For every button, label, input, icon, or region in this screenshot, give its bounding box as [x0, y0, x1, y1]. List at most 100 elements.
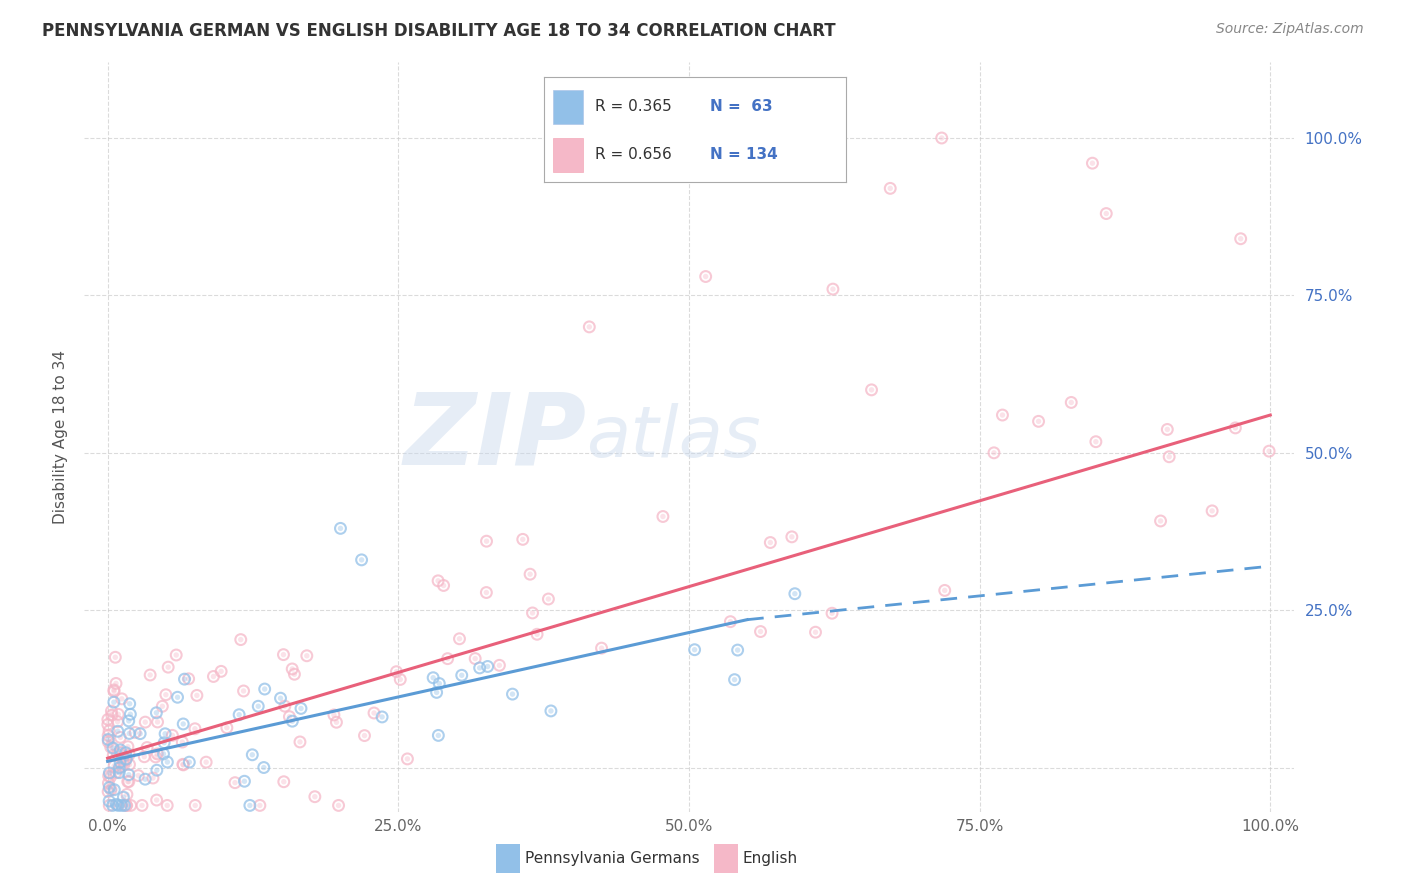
Point [723, 673, 745, 687]
Point [450, 668, 472, 682]
Point [727, 643, 749, 657]
Point [249, 798, 271, 813]
Point [475, 534, 498, 549]
Point [512, 533, 534, 547]
Point [156, 798, 179, 813]
Point [783, 587, 806, 601]
Point [117, 774, 139, 789]
Point [427, 728, 450, 742]
Point [115, 752, 138, 766]
Point [1225, 421, 1247, 435]
Point [186, 689, 208, 703]
Point [727, 643, 749, 657]
Point [934, 583, 956, 598]
Point [350, 553, 373, 567]
Point [783, 587, 806, 601]
Point [173, 672, 195, 686]
Point [328, 798, 350, 813]
Point [209, 665, 232, 679]
Point [108, 765, 131, 780]
Point [134, 772, 156, 787]
Point [290, 701, 312, 715]
Point [97, 784, 120, 798]
Point [488, 658, 510, 673]
Point [578, 319, 600, 334]
Point [1095, 206, 1118, 220]
Point [537, 592, 560, 607]
Point [295, 648, 318, 663]
Point [991, 408, 1014, 422]
Point [114, 753, 136, 767]
Point [165, 648, 187, 662]
Point [195, 755, 218, 769]
Point [145, 793, 167, 807]
Point [108, 745, 131, 759]
Point [468, 661, 491, 675]
Point [118, 714, 141, 728]
Point [146, 714, 169, 729]
Point [821, 282, 844, 296]
Point [657, 144, 679, 158]
Point [105, 765, 128, 780]
Point [228, 707, 250, 722]
Point [228, 707, 250, 722]
Point [118, 726, 141, 740]
Point [983, 446, 1005, 460]
Point [281, 714, 304, 728]
Point [108, 765, 131, 780]
Point [110, 731, 132, 745]
Point [239, 798, 262, 813]
Point [146, 714, 169, 729]
Point [274, 699, 297, 714]
Point [436, 651, 458, 665]
Point [184, 722, 207, 736]
Point [117, 739, 139, 754]
Point [104, 650, 127, 665]
Point [304, 789, 326, 804]
Point [537, 592, 560, 607]
Point [100, 740, 122, 755]
Point [422, 671, 444, 685]
Point [103, 695, 125, 709]
Point [105, 676, 128, 690]
Point [879, 181, 901, 195]
Point [115, 798, 138, 813]
Point [209, 665, 232, 679]
Point [1095, 206, 1118, 220]
Point [118, 768, 141, 782]
Point [1229, 232, 1251, 246]
Point [103, 782, 125, 797]
Point [274, 699, 297, 714]
Point [145, 750, 167, 764]
Point [103, 748, 125, 763]
Point [129, 726, 152, 740]
Point [98, 780, 121, 795]
Point [97, 713, 120, 727]
Point [103, 782, 125, 797]
Point [821, 282, 844, 296]
Point [821, 606, 844, 620]
Point [127, 768, 149, 782]
Point [153, 727, 176, 741]
Point [101, 798, 124, 813]
Point [475, 534, 498, 549]
Point [157, 660, 180, 674]
Point [112, 790, 135, 805]
Point [114, 753, 136, 767]
Point [804, 625, 827, 640]
Point [273, 774, 295, 789]
Point [112, 790, 135, 805]
Point [322, 707, 344, 722]
Point [98, 723, 121, 738]
Point [103, 748, 125, 763]
Point [100, 704, 122, 718]
Point [103, 682, 125, 697]
Point [101, 798, 124, 813]
Point [145, 793, 167, 807]
Point [683, 642, 706, 657]
Point [172, 735, 194, 749]
Point [427, 574, 450, 588]
Point [103, 684, 125, 698]
Point [290, 701, 312, 715]
Point [749, 624, 772, 639]
